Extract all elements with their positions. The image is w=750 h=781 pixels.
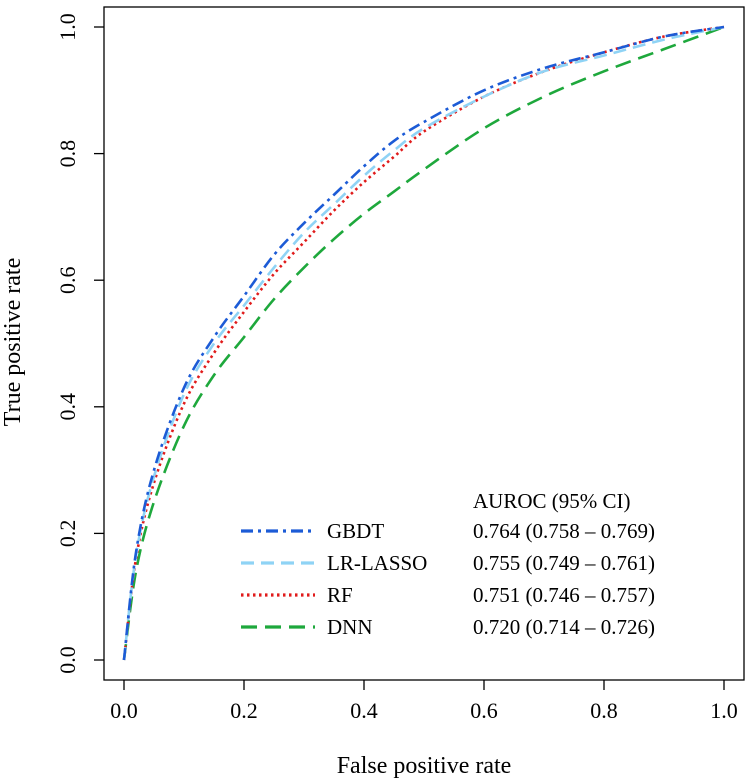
x-tick-label: 0.4 bbox=[350, 698, 378, 723]
curve-dnn bbox=[122, 25, 725, 661]
legend-header: AUROC (95% CI) bbox=[473, 489, 631, 513]
y-tick-label: 1.0 bbox=[55, 13, 80, 41]
curve-rf bbox=[122, 25, 725, 661]
x-tick-label: 0.0 bbox=[110, 698, 138, 723]
legend-auroc: 0.720 (0.714 – 0.726) bbox=[473, 615, 655, 639]
y-tick-label: 0.8 bbox=[55, 140, 80, 168]
legend-auroc: 0.755 (0.749 – 0.761) bbox=[473, 551, 655, 575]
roc-curves bbox=[122, 25, 725, 661]
y-tick-label: 0.6 bbox=[55, 266, 80, 294]
legend: AUROC (95% CI) GBDT 0.764 (0.758 – 0.769) L… bbox=[241, 489, 655, 639]
curve-gbdt bbox=[122, 25, 725, 661]
legend-label: LR-LASSO bbox=[327, 551, 427, 575]
x-axis-label: False positive rate bbox=[337, 753, 512, 779]
x-tick-label: 0.6 bbox=[470, 698, 498, 723]
y-tick-label: 0.0 bbox=[55, 646, 80, 674]
x-tick-label: 0.8 bbox=[590, 698, 618, 723]
legend-label: RF bbox=[327, 583, 353, 607]
y-tick-label: 0.4 bbox=[55, 393, 80, 421]
curve-lr-lasso bbox=[122, 25, 725, 661]
x-tick-label: 1.0 bbox=[710, 698, 738, 723]
legend-auroc: 0.751 (0.746 – 0.757) bbox=[473, 583, 655, 607]
legend-label: GBDT bbox=[327, 519, 384, 543]
x-tick-label: 0.2 bbox=[230, 698, 258, 723]
axes: 0.0 0.2 0.4 0.6 0.8 1.0 0.0 0.2 0.4 0.6 0.8 1.0 bbox=[55, 6, 745, 723]
y-tick-label: 0.2 bbox=[55, 520, 80, 548]
plot-frame bbox=[103, 6, 745, 681]
y-axis-label: True positive rate bbox=[0, 258, 26, 426]
legend-auroc: 0.764 (0.758 – 0.769) bbox=[473, 519, 655, 543]
legend-label: DNN bbox=[327, 615, 373, 639]
